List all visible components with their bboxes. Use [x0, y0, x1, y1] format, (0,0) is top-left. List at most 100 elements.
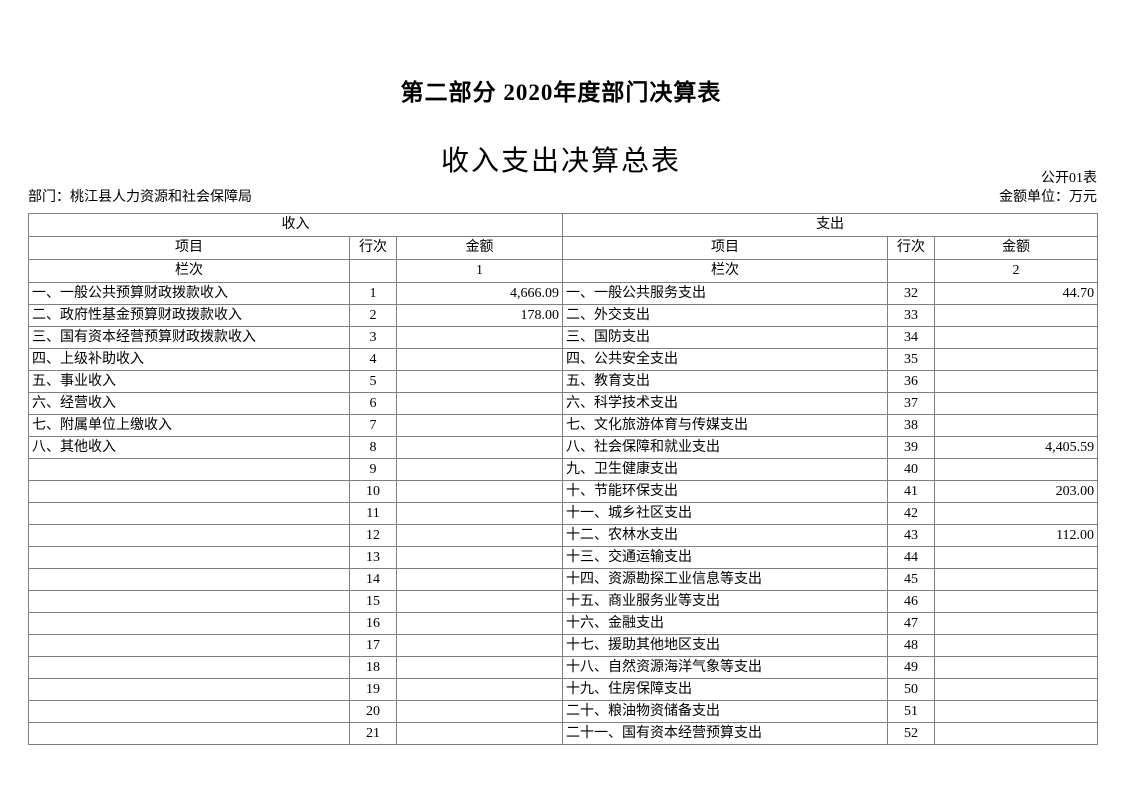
income-amount-cell	[395, 700, 564, 723]
income-amount-column-header: 金额	[395, 236, 564, 260]
expense-rowno-cell: 42	[887, 502, 936, 525]
income-amount-cell	[395, 590, 564, 613]
expense-amount-cell	[934, 612, 1099, 635]
income-item-cell	[28, 480, 350, 503]
expense-rowno-cell: 36	[887, 370, 936, 393]
table-body: 一、一般公共预算财政拨款收入 1 4,666.09 一、一般公共服务支出 32 44.70…	[28, 282, 1099, 745]
income-rowno-cell: 13	[349, 546, 397, 569]
table-row: 三、国有资本经营预算财政拨款收入 3 三、国防支出 34	[28, 326, 1099, 349]
expense-rowno-cell: 40	[887, 458, 936, 481]
table-row: 八、其他收入 8 八、社会保障和就业支出 39 4,405.59	[28, 436, 1099, 459]
expense-rowno-cell: 35	[887, 348, 936, 371]
expense-item-cell: 二十、粮油物资储备支出	[562, 700, 889, 723]
expense-item-cell: 十九、住房保障支出	[562, 678, 889, 701]
income-rowno-cell: 1	[349, 282, 397, 305]
income-rowno-cell: 11	[349, 502, 397, 525]
expense-amount-cell: 44.70	[934, 282, 1099, 305]
expense-rowno-cell: 43	[887, 524, 936, 547]
meta-row: 部门：桃江县人力资源和社会保障局 金额单位：万元	[28, 186, 1097, 206]
income-section-header: 收入	[27, 213, 564, 237]
page-title: 收入支出决算总表	[440, 146, 681, 177]
expense-rowno-cell: 33	[887, 304, 936, 327]
table-row: 9 九、卫生健康支出 40	[28, 458, 1099, 481]
expense-rowno-cell: 39	[887, 436, 936, 459]
expense-rowno-cell: 45	[887, 568, 936, 591]
expense-amount-cell	[934, 502, 1099, 525]
expense-rowno-cell: 34	[887, 326, 936, 349]
expense-amount-cell	[934, 546, 1099, 569]
expense-amount-cell	[934, 590, 1099, 613]
table-row: 一、一般公共预算财政拨款收入 1 4,666.09 一、一般公共服务支出 32 44.70	[28, 282, 1099, 305]
income-rowno-cell: 5	[349, 370, 397, 393]
income-item-cell	[28, 458, 350, 481]
department-label: 部门：桃江县人力资源和社会保障局	[28, 190, 252, 205]
expense-rowno-cell: 50	[887, 678, 936, 701]
income-rowno-cell: 2	[349, 304, 397, 327]
expense-rowno-cell: 37	[887, 392, 936, 415]
income-item-cell: 八、其他收入	[28, 436, 350, 459]
expense-rowno-cell: 47	[887, 612, 936, 635]
income-item-cell: 三、国有资本经营预算财政拨款收入	[28, 326, 350, 349]
expense-amount-cell	[934, 370, 1099, 393]
income-amount-cell	[395, 458, 564, 481]
expense-rowno-cell: 38	[887, 414, 936, 437]
expense-amount-cell	[934, 392, 1099, 415]
expense-rowno-cell: 49	[887, 656, 936, 679]
income-item-cell: 二、政府性基金预算财政拨款收入	[28, 304, 350, 327]
table-row: 14 十四、资源勘探工业信息等支出 45	[28, 568, 1099, 591]
income-rowno-cell: 16	[349, 612, 397, 635]
income-rowno-cell: 8	[349, 436, 397, 459]
table-row: 六、经营收入 6 六、科学技术支出 37	[28, 392, 1099, 415]
table-row: 五、事业收入 5 五、教育支出 36	[28, 370, 1099, 393]
income-item-cell	[28, 700, 350, 723]
income-rowno-cell: 19	[349, 678, 397, 701]
part-title: 第二部分 2020年度部门决算表	[400, 80, 722, 105]
income-amount-cell	[395, 524, 564, 547]
income-rowno-cell: 18	[349, 656, 397, 679]
expense-item-cell: 十八、自然资源海洋气象等支出	[562, 656, 889, 679]
income-rowno-cell: 12	[349, 524, 397, 547]
income-item-cell	[28, 678, 350, 701]
income-item-cell: 七、附属单位上缴收入	[28, 414, 350, 437]
expense-rowno-cell: 48	[887, 634, 936, 657]
table-row: 19 十九、住房保障支出 50	[28, 678, 1099, 701]
income-column-index-label: 栏次	[28, 259, 350, 283]
expense-item-cell: 九、卫生健康支出	[562, 458, 889, 481]
expense-amount-cell	[934, 700, 1099, 723]
income-amount-cell	[395, 436, 564, 459]
table-row: 七、附属单位上缴收入 7 七、文化旅游体育与传媒支出 38	[28, 414, 1099, 437]
income-rowno-cell: 3	[349, 326, 397, 349]
income-rowno-cell: 6	[349, 392, 397, 415]
income-amount-cell	[395, 370, 564, 393]
income-rowno-cell: 21	[349, 722, 397, 745]
expense-item-cell: 十三、交通运输支出	[562, 546, 889, 569]
expense-item-cell: 十四、资源勘探工业信息等支出	[562, 568, 889, 591]
expense-amount-cell	[934, 722, 1099, 745]
expense-section-header: 支出	[562, 213, 1099, 237]
expense-column-index-label: 栏次	[562, 259, 889, 283]
expense-amount-cell	[934, 326, 1099, 349]
income-rowno-cell: 15	[349, 590, 397, 613]
expense-amount-cell	[934, 634, 1099, 657]
table-row: 20 二十、粮油物资储备支出 51	[28, 700, 1099, 723]
expense-column-index-rowno-cell	[887, 259, 936, 283]
table-row: 17 十七、援助其他地区支出 48	[28, 634, 1099, 657]
expense-column-index-value: 2	[934, 259, 1099, 283]
income-amount-cell	[395, 392, 564, 415]
expense-item-cell: 七、文化旅游体育与传媒支出	[562, 414, 889, 437]
expense-amount-cell: 112.00	[934, 524, 1099, 547]
expense-amount-cell	[934, 568, 1099, 591]
income-amount-cell	[395, 612, 564, 635]
income-column-index-rowno-cell	[349, 259, 397, 283]
table-row: 16 十六、金融支出 47	[28, 612, 1099, 635]
expense-item-cell: 一、一般公共服务支出	[562, 282, 889, 305]
income-rowno-cell: 20	[349, 700, 397, 723]
expense-amount-column-header: 金额	[934, 236, 1099, 260]
income-item-column-header: 项目	[28, 236, 350, 260]
expense-amount-cell	[934, 348, 1099, 371]
income-amount-cell	[395, 656, 564, 679]
expense-item-cell: 十二、农林水支出	[562, 524, 889, 547]
income-item-cell: 六、经营收入	[28, 392, 350, 415]
expense-rowno-cell: 52	[887, 722, 936, 745]
